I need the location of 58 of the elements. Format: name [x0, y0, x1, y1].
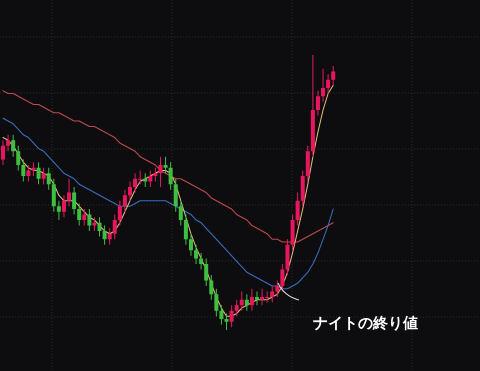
candlestick	[6, 134, 10, 152]
candlestick	[188, 233, 193, 256]
annotation: ナイトの終り値	[313, 314, 418, 332]
candlestick	[270, 286, 274, 303]
candlestick	[209, 274, 214, 300]
candlestick	[153, 167, 158, 182]
candlestick	[158, 156, 162, 188]
candlestick	[275, 280, 280, 298]
candlestick	[230, 304, 234, 328]
candlestick	[67, 178, 72, 207]
candlestick	[108, 228, 112, 246]
candlestick	[168, 162, 173, 190]
candlestick	[184, 214, 188, 246]
candlestick	[36, 162, 41, 185]
candlestick	[244, 294, 249, 312]
candlestick	[52, 178, 56, 212]
candlestick	[1, 140, 5, 166]
candlestick	[224, 313, 229, 330]
candlestick	[326, 74, 330, 94]
candlestick	[62, 194, 66, 218]
candlestick	[21, 159, 26, 182]
candlestick	[42, 167, 46, 185]
candlestick	[118, 200, 122, 226]
candlestick	[122, 189, 127, 212]
candlestick	[112, 214, 117, 240]
candlestick	[31, 162, 36, 176]
candlestick	[280, 264, 284, 292]
candlestick	[26, 164, 30, 182]
candlestick	[164, 156, 168, 174]
candlestick	[72, 186, 76, 215]
candlestick	[331, 66, 336, 86]
candlestick	[240, 291, 244, 312]
candlestick	[296, 192, 300, 226]
candlestick	[143, 172, 148, 188]
candlestick	[92, 216, 96, 232]
candlestick	[321, 68, 326, 102]
candlestick	[128, 181, 132, 202]
candlestick	[11, 134, 16, 158]
candlestick	[234, 299, 239, 317]
candlestick	[16, 145, 20, 171]
candlestick	[77, 203, 82, 226]
candlestick	[98, 216, 102, 237]
candlestick	[178, 200, 183, 226]
candlestick	[148, 170, 152, 188]
candlestick	[174, 178, 178, 212]
candlestick	[250, 288, 254, 312]
candlestick	[46, 167, 51, 190]
candlestick	[255, 291, 259, 306]
candlestick	[199, 252, 204, 270]
candlestick	[219, 304, 224, 325]
candlestick	[87, 208, 92, 232]
candlestick	[214, 288, 218, 317]
candlestick	[204, 258, 208, 286]
candlestick	[56, 200, 61, 220]
candlestick	[194, 244, 198, 264]
candlestick	[82, 208, 86, 226]
candlestick	[316, 90, 320, 116]
candlestick	[102, 225, 107, 246]
